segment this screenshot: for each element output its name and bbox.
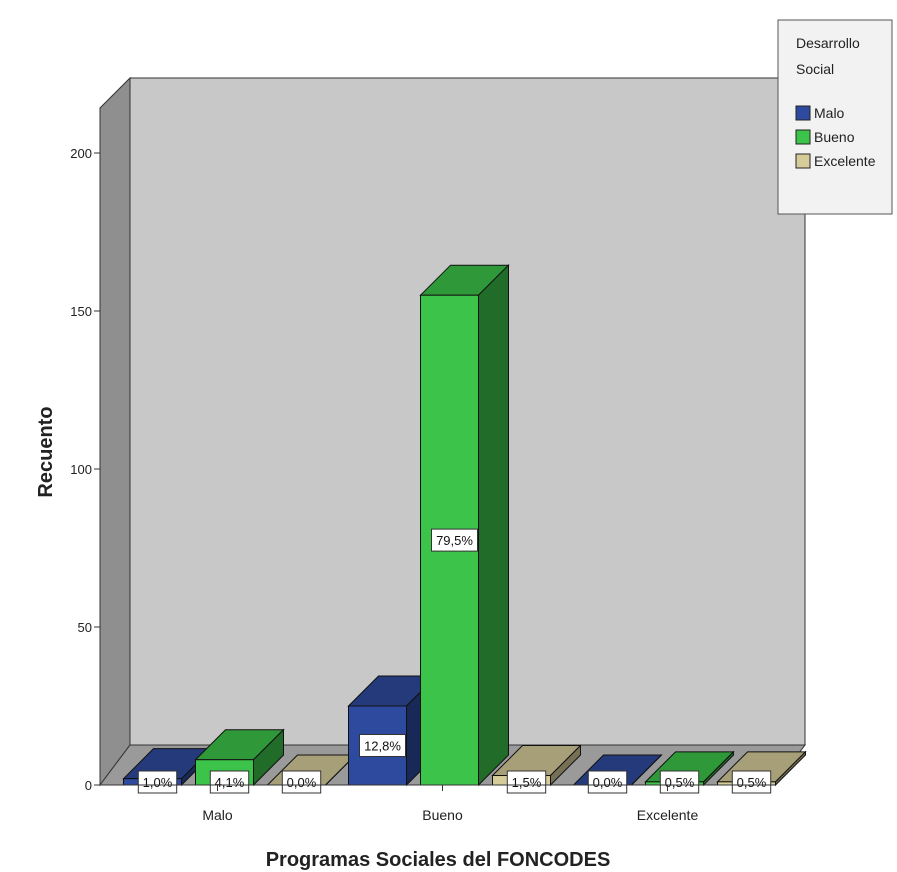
legend: Desarrollo Social Malo Bueno Excelente: [777, 19, 893, 215]
y-axis: 0 50 100 150 200: [70, 108, 101, 793]
data-label-box: [731, 770, 772, 794]
legend-title-line: Social: [796, 61, 834, 77]
x-tick-label-excelente: Excelente: [637, 807, 699, 823]
legend-swatch-excelente: [795, 153, 811, 169]
x-tick-label-bueno: Bueno: [422, 807, 463, 823]
bar-side-bueno-bueno: [478, 263, 509, 787]
data-label-box: [209, 770, 250, 794]
legend-label-bueno: Bueno: [814, 129, 855, 145]
data-label-box: [281, 770, 322, 794]
legend-label-excelente: Excelente: [814, 153, 876, 169]
data-label-malo-bueno: 12,8%: [364, 739, 401, 754]
y-tick-label: 50: [78, 620, 92, 635]
data-label-bueno-excelente: 0,5%: [665, 775, 695, 790]
y-tick-label: 150: [70, 304, 92, 319]
bar-side-malo-excelente: [631, 754, 662, 786]
data-label-malo-malo: 1,0%: [143, 775, 173, 790]
data-label-box: [506, 770, 547, 794]
data-label-box: [137, 770, 178, 794]
data-label-malo-excelente: 0,0%: [593, 775, 623, 790]
y-axis-title: Recuento: [35, 406, 57, 497]
y-tick-label: 0: [85, 778, 92, 793]
legend-swatch-malo: [795, 105, 811, 121]
data-label-excelente-bueno: 1,5%: [512, 775, 542, 790]
legend-swatch-bueno: [795, 129, 811, 145]
data-label-bueno-bueno: 79,5%: [436, 533, 473, 548]
y-tick-label: 100: [70, 462, 92, 477]
data-label-excelente-excelente: 0,5%: [737, 775, 767, 790]
data-labels: 1,0% 4,1% 0,0% 12,8% 79,5% 1,5% 0,0% 0,5% 0,5%: [137, 528, 772, 794]
data-label-box: [587, 770, 628, 794]
data-label-box: [359, 734, 406, 757]
data-label-bueno-malo: 4,1%: [215, 775, 245, 790]
y-tick-label: 200: [70, 146, 92, 161]
data-label-box: [431, 528, 478, 552]
data-label-box: [659, 770, 700, 794]
data-label-excelente-malo: 0,0%: [287, 775, 317, 790]
x-axis: Malo Bueno Excelente: [100, 784, 775, 823]
legend-title-line: Desarrollo: [796, 35, 860, 51]
x-axis-title: Programas Sociales del FONCODES: [266, 849, 611, 871]
x-tick-label-malo: Malo: [202, 807, 233, 823]
legend-label-malo: Malo: [814, 105, 845, 121]
side-wall: [99, 76, 131, 787]
